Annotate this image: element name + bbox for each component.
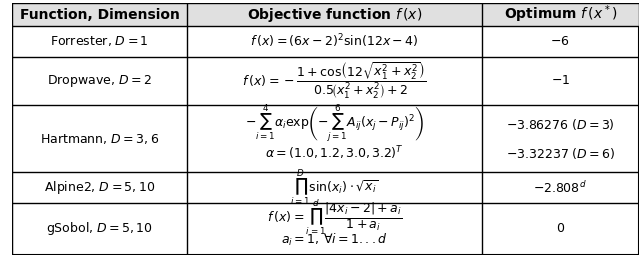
Text: $-3.86276\;(D=3)$: $-3.86276\;(D=3)$ [506,116,614,132]
Text: Dropwave, $D=2$: Dropwave, $D=2$ [47,73,152,89]
Text: Optimum $f\,(x^*)$: Optimum $f\,(x^*)$ [504,4,617,25]
Bar [12,3,639,26]
Text: Forrester, $D=1$: Forrester, $D=1$ [51,34,149,48]
Text: Function, Dimension: Function, Dimension [20,8,180,22]
Text: $\prod_{i=1}^{D}\sin(x_i)\cdot\sqrt{x_i}$: $\prod_{i=1}^{D}\sin(x_i)\cdot\sqrt{x_i}… [291,167,379,208]
Text: $0$: $0$ [556,222,565,235]
Text: $f\,(x)=\prod_{i=1}^{d}\dfrac{|4x_i-2|+a_i}{1+a_i}$: $f\,(x)=\prod_{i=1}^{d}\dfrac{|4x_i-2|+a… [267,197,403,237]
Text: $a_i=1,\,\forall i=1...d$: $a_i=1,\,\forall i=1...d$ [282,232,388,248]
Text: $-\sum_{i=1}^{4}\alpha_i\exp\!\left(-\sum_{j=1}^{6}A_{ij}(x_j-P_{ij})^2\right)$: $-\sum_{i=1}^{4}\alpha_i\exp\!\left(-\su… [245,103,424,145]
Text: gSobol, $D=5,10$: gSobol, $D=5,10$ [46,220,153,237]
Text: $f\,(x)=(6x-2)^2\sin(12x-4)$: $f\,(x)=(6x-2)^2\sin(12x-4)$ [250,33,419,50]
Text: $-3.32237\;(D=6)$: $-3.32237\;(D=6)$ [506,146,615,161]
Text: $-1$: $-1$ [550,74,570,88]
Text: $-2.808^d$: $-2.808^d$ [534,180,587,196]
Text: Hartmann, $D=3,6$: Hartmann, $D=3,6$ [40,132,159,146]
Text: Alpine2, $D=5,10$: Alpine2, $D=5,10$ [44,179,156,196]
Text: Objective function $f\,(x)$: Objective function $f\,(x)$ [247,6,422,24]
Text: $f\,(x)=-\dfrac{1+\cos\!\left(12\sqrt{x_1^2+x_2^2}\right)}{0.5\!\left(x_1^2+x_2^: $f\,(x)=-\dfrac{1+\cos\!\left(12\sqrt{x_… [243,61,427,101]
Text: $\alpha=(1.0,1.2,3.0,3.2)^T$: $\alpha=(1.0,1.2,3.0,3.2)^T$ [265,145,404,162]
Text: $-6$: $-6$ [550,35,570,48]
